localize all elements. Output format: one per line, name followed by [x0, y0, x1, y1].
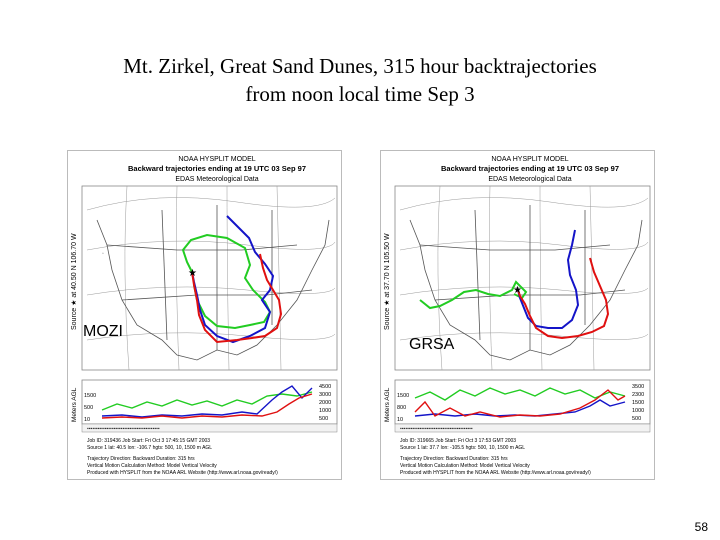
footer-line: Trajectory Direction: Backward Duration:… [87, 456, 195, 462]
height-tick: 1500 [397, 393, 409, 399]
svg-text:▫: ▫ [102, 251, 104, 257]
height-tick: 3500 [632, 384, 644, 390]
trajectory-map: ▫ ★ [81, 185, 338, 371]
height-tick: 500 [319, 416, 328, 422]
height-tick: 10 [84, 417, 90, 423]
source-star-icon: ★ [188, 268, 197, 279]
grsa-trajectory-panel: NOAA HYSPLIT MODEL Backward trajectories… [380, 150, 655, 480]
data-source: EDAS Meteorological Data [175, 176, 258, 183]
height-profile: Meters AGL 1500 800 10 3500 2300 1500 10… [384, 379, 651, 433]
trajectory-heading: Backward trajectories ending at 19 UTC 0… [441, 164, 619, 173]
height-tick: 2300 [632, 392, 644, 398]
height-blue [101, 385, 313, 418]
trajectory-footer: Job ID: 319436 Job Start: Fri Oct 3 17:4… [87, 438, 278, 476]
title-line-1: Mt. Zirkel, Great Sand Dunes, 315 hour b… [123, 54, 597, 78]
model-name: NOAA HYSPLIT MODEL [491, 156, 568, 163]
footer-line: Source 1 lat: 37.7 lon: -105.5 hgts: 500… [400, 445, 525, 451]
trajectory-footer: Job ID: 319665 Job Start: Fri Oct 3 17:5… [400, 438, 591, 476]
trajectory-green [181, 233, 272, 330]
mozi-trajectory-panel: NOAA HYSPLIT MODEL Backward trajectories… [67, 150, 342, 480]
height-tick: 1500 [84, 393, 96, 399]
height-profile: Meters AGL 1500 500 10 4500 3000 2000 10… [71, 379, 338, 433]
trajectory-blue [191, 215, 275, 344]
height-tick: 500 [84, 405, 93, 411]
source-location: Source ★ at 40.50 N 106.70 W [70, 233, 78, 330]
height-tick: 800 [397, 405, 406, 411]
height-axis-label: Meters AGL [384, 387, 391, 422]
trajectory-blue [517, 229, 580, 329]
trajectory-red [191, 253, 283, 344]
height-red [414, 389, 626, 418]
height-tick: 3000 [319, 392, 331, 398]
height-tick: 1000 [319, 408, 331, 414]
height-tick: 2000 [319, 400, 331, 406]
svg-text:▪▪▪▪▪▪▪▪▪▪▪▪▪▪▪▪▪▪▪▪▪▪▪▪▪▪▪▪▪▪: ▪▪▪▪▪▪▪▪▪▪▪▪▪▪▪▪▪▪▪▪▪▪▪▪▪▪▪▪▪▪▪▪▪▪▪▪▪▪▪▪… [87, 426, 160, 432]
height-green [101, 391, 313, 411]
model-name: NOAA HYSPLIT MODEL [178, 156, 255, 163]
data-source: EDAS Meteorological Data [488, 176, 571, 183]
height-axis-label: Meters AGL [71, 387, 78, 422]
trajectory-map: ★ [394, 185, 651, 371]
footer-line: Produced with HYSPLIT from the NOAA ARL … [87, 470, 278, 476]
footer-line: Produced with HYSPLIT from the NOAA ARL … [400, 470, 591, 476]
trajectory-red [517, 257, 610, 340]
site-label-grsa: GRSA [409, 336, 455, 353]
height-tick: 1500 [632, 400, 644, 406]
title-line-2: from noon local time Sep 3 [245, 82, 475, 106]
slide-title: Mt. Zirkel, Great Sand Dunes, 315 hour b… [0, 52, 720, 108]
height-tick: 4500 [319, 384, 331, 390]
source-location: Source ★ at 37.70 N 105.50 W [383, 233, 391, 330]
height-tick: 500 [632, 416, 641, 422]
footer-line: Vertical Motion Calculation Method: Mode… [400, 463, 530, 469]
height-tick: 1000 [632, 408, 644, 414]
svg-text:▪▪▪▪▪▪▪▪▪▪▪▪▪▪▪▪▪▪▪▪▪▪▪▪▪▪▪▪▪▪: ▪▪▪▪▪▪▪▪▪▪▪▪▪▪▪▪▪▪▪▪▪▪▪▪▪▪▪▪▪▪▪▪▪▪▪▪▪▪▪▪… [400, 426, 473, 432]
footer-line: Trajectory Direction: Backward Duration:… [400, 456, 508, 462]
height-tick: 10 [397, 417, 403, 423]
page-number: 58 [694, 520, 708, 534]
footer-line: Vertical Motion Calculation Method: Mode… [87, 463, 217, 469]
source-star-icon: ★ [513, 285, 522, 296]
footer-line: Job ID: 319436 Job Start: Fri Oct 3 17:4… [87, 438, 210, 444]
height-red [101, 393, 313, 419]
site-label-mozi: MOZI [83, 323, 123, 340]
height-green [414, 387, 626, 401]
footer-line: Source 1 lat: 40.5 lon: -106.7 hgts: 500… [87, 445, 212, 451]
trajectory-green [419, 280, 528, 310]
trajectory-heading: Backward trajectories ending at 19 UTC 0… [128, 164, 306, 173]
footer-line: Job ID: 319665 Job Start: Fri Oct 3 17:5… [400, 438, 516, 444]
